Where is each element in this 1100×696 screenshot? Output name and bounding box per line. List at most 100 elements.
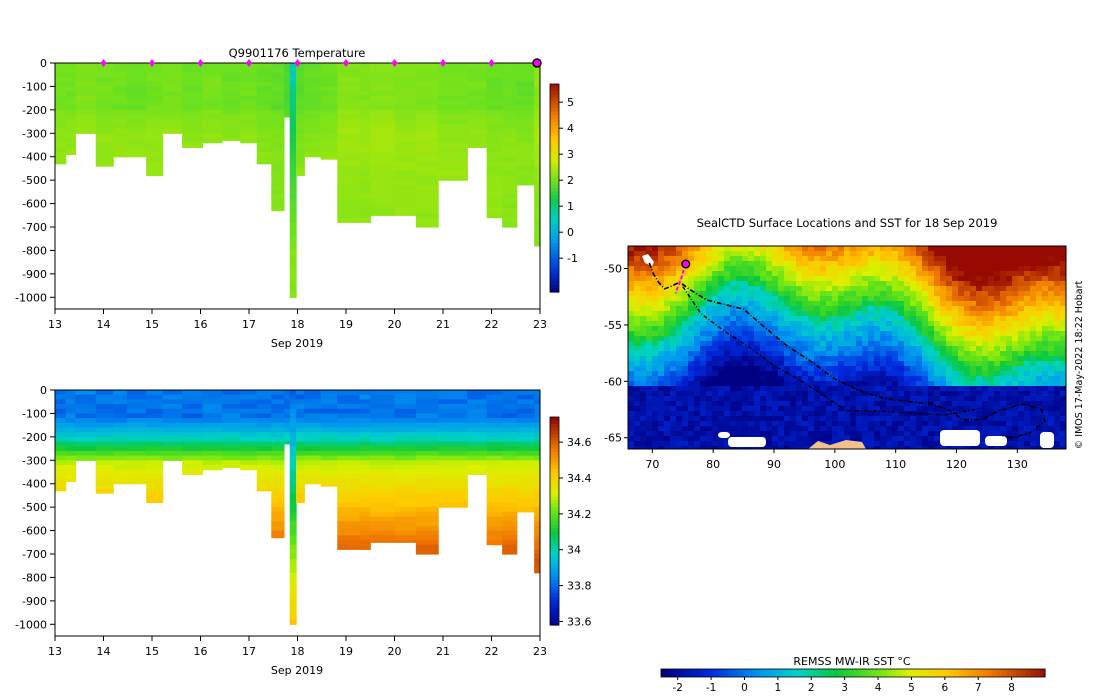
- sst-colorbar-tick-label: 5: [908, 682, 915, 694]
- temperature-profile: [370, 63, 396, 216]
- temperature-colorbar-tick-label: 5: [567, 96, 574, 109]
- salinity-profile: [240, 390, 258, 471]
- temperature-xlabel: Sep 2019: [271, 337, 323, 350]
- salinity-xtick-label: 21: [436, 645, 450, 658]
- temperature-xtick-label: 23: [533, 318, 547, 331]
- salinity-ytick-label: -500: [22, 501, 47, 514]
- map-ytick-label: -55: [604, 319, 622, 332]
- temperature-profile: [516, 63, 535, 186]
- salinity-xtick-label: 18: [291, 645, 305, 658]
- salinity-xtick-label: 14: [97, 645, 111, 658]
- salinity-profile: [502, 390, 518, 555]
- salinity-colorbar-tick-label: 34.2: [567, 508, 592, 521]
- temperature-axes: 13 14 15 16 17 18 19 20 21 22 23 0 -100 -200 -300 -400 -…: [15, 57, 547, 331]
- temperature-colorbar: 5 4 3 2 1 0 -1: [549, 83, 578, 293]
- salinity-profile: [271, 390, 285, 539]
- temperature-colorbar-tick-label: 2: [567, 174, 574, 187]
- salinity-profile: [467, 390, 488, 475]
- temperature-profile: [359, 63, 371, 223]
- sst-colorbar-tick-label: 3: [841, 682, 848, 694]
- temperature-profiles: [55, 63, 540, 298]
- profile-marker: [100, 59, 107, 67]
- salinity-ytick-label: -800: [22, 571, 47, 584]
- salinity-profile: [55, 390, 67, 492]
- map-axes: 70 80 90 100 110 120 130 -50 -55 -60 -65: [604, 245, 1067, 471]
- salinity-profile: [394, 390, 417, 543]
- temperature-ytick-label: -100: [22, 80, 47, 93]
- temperature-xtick-label: 13: [48, 318, 62, 331]
- current-profile-marker: [532, 58, 542, 68]
- sst-colorbar-tick-label: 2: [808, 682, 815, 694]
- salinity-profile: [126, 390, 147, 485]
- temperature-ytick-label: -400: [22, 151, 47, 164]
- seal-current-position: [681, 259, 691, 269]
- temperature-xtick-label: 17: [242, 318, 256, 331]
- temperature-ytick-label: 0: [40, 57, 47, 70]
- profile-marker: [391, 59, 398, 67]
- salinity-profile: [113, 390, 128, 485]
- temperature-profile: [304, 63, 322, 158]
- temperature-profile: [438, 63, 468, 181]
- map-ytick-label: -65: [604, 432, 622, 445]
- salinity-profile: [304, 390, 322, 485]
- temperature-profile: [415, 63, 439, 228]
- salinity-ytick-label: -700: [22, 548, 47, 561]
- map-xtick-label: 130: [1007, 458, 1028, 471]
- map-xtick-label: 70: [645, 458, 659, 471]
- sst-map-panel: SealCTD Surface Locations and SST for 18…: [604, 216, 1085, 694]
- salinity-profile: [221, 390, 241, 468]
- temperature-profile: [467, 63, 488, 148]
- salinity-profile: [534, 390, 540, 574]
- sst-colorbar-tick-label: -1: [706, 682, 716, 694]
- salinity-xtick-label: 16: [194, 645, 208, 658]
- salinity-colorbar-tick-label: 33.8: [567, 580, 592, 593]
- salinity-xtick-label: 13: [48, 645, 62, 658]
- salinity-ytick-label: -600: [22, 525, 47, 538]
- salinity-profile: [65, 390, 76, 482]
- seal-track: [648, 259, 1046, 439]
- temperature-xtick-label: 21: [436, 318, 450, 331]
- temperature-profile: [283, 63, 291, 118]
- temperature-profile: [221, 63, 241, 141]
- sst-colorbar-tick-label: 8: [1008, 682, 1015, 694]
- temperature-profile: [95, 63, 114, 167]
- temperature-xtick-label: 20: [388, 318, 402, 331]
- map-xtick-label: 100: [824, 458, 845, 471]
- salinity-colorbar-tick-label: 34: [567, 544, 581, 557]
- profile-marker: [246, 59, 252, 67]
- imos-credit: © IMOS 17-May-2022 18:22 Hobart: [1074, 280, 1085, 449]
- temperature-colorbar-tick-label: 4: [567, 122, 574, 135]
- salinity-colorbar-tick-label: 34.4: [567, 472, 592, 485]
- salinity-colorbar: 34.6 34.4 34.2 34 33.8 33.6: [549, 416, 592, 628]
- temperature-profile: [240, 63, 258, 144]
- salinity-colorbar-tick-label: 33.6: [567, 615, 592, 628]
- sst-colorbar-tick-label: 6: [941, 682, 948, 694]
- sst-colorbar-tick-label: 4: [875, 682, 882, 694]
- seal-track-recent: [674, 263, 687, 294]
- map-frame: [627, 245, 1067, 450]
- temperature-colorbar-tick-label: 1: [567, 200, 574, 213]
- salinity-profile: [182, 390, 204, 475]
- temperature-colorbar-tick-label: 0: [567, 226, 574, 239]
- temperature-xtick-label: 14: [97, 318, 111, 331]
- profile-marker: [488, 59, 495, 67]
- temperature-ytick-label: -900: [22, 268, 47, 281]
- salinity-profile: [415, 390, 439, 555]
- salinity-xlabel: Sep 2019: [271, 664, 323, 677]
- salinity-profile: [370, 390, 396, 543]
- sst-colorbar-tick-label: 7: [975, 682, 982, 694]
- temperature-profile: [534, 63, 540, 247]
- salinity-profile: [283, 390, 291, 445]
- salinity-xtick-label: 20: [388, 645, 402, 658]
- salinity-ytick-label: -400: [22, 478, 47, 491]
- salinity-ytick-label: -900: [22, 595, 47, 608]
- temperature-colorbar-tick-label: -1: [567, 252, 578, 265]
- profile-marker: [197, 59, 204, 67]
- map-xtick-label: 80: [706, 458, 720, 471]
- temperature-profile: [502, 63, 518, 228]
- map-xtick-label: 90: [767, 458, 781, 471]
- salinity-xtick-label: 15: [145, 645, 159, 658]
- sst-colorbar-tick-label: 0: [741, 682, 748, 694]
- salinity-ytick-label: 0: [40, 384, 47, 397]
